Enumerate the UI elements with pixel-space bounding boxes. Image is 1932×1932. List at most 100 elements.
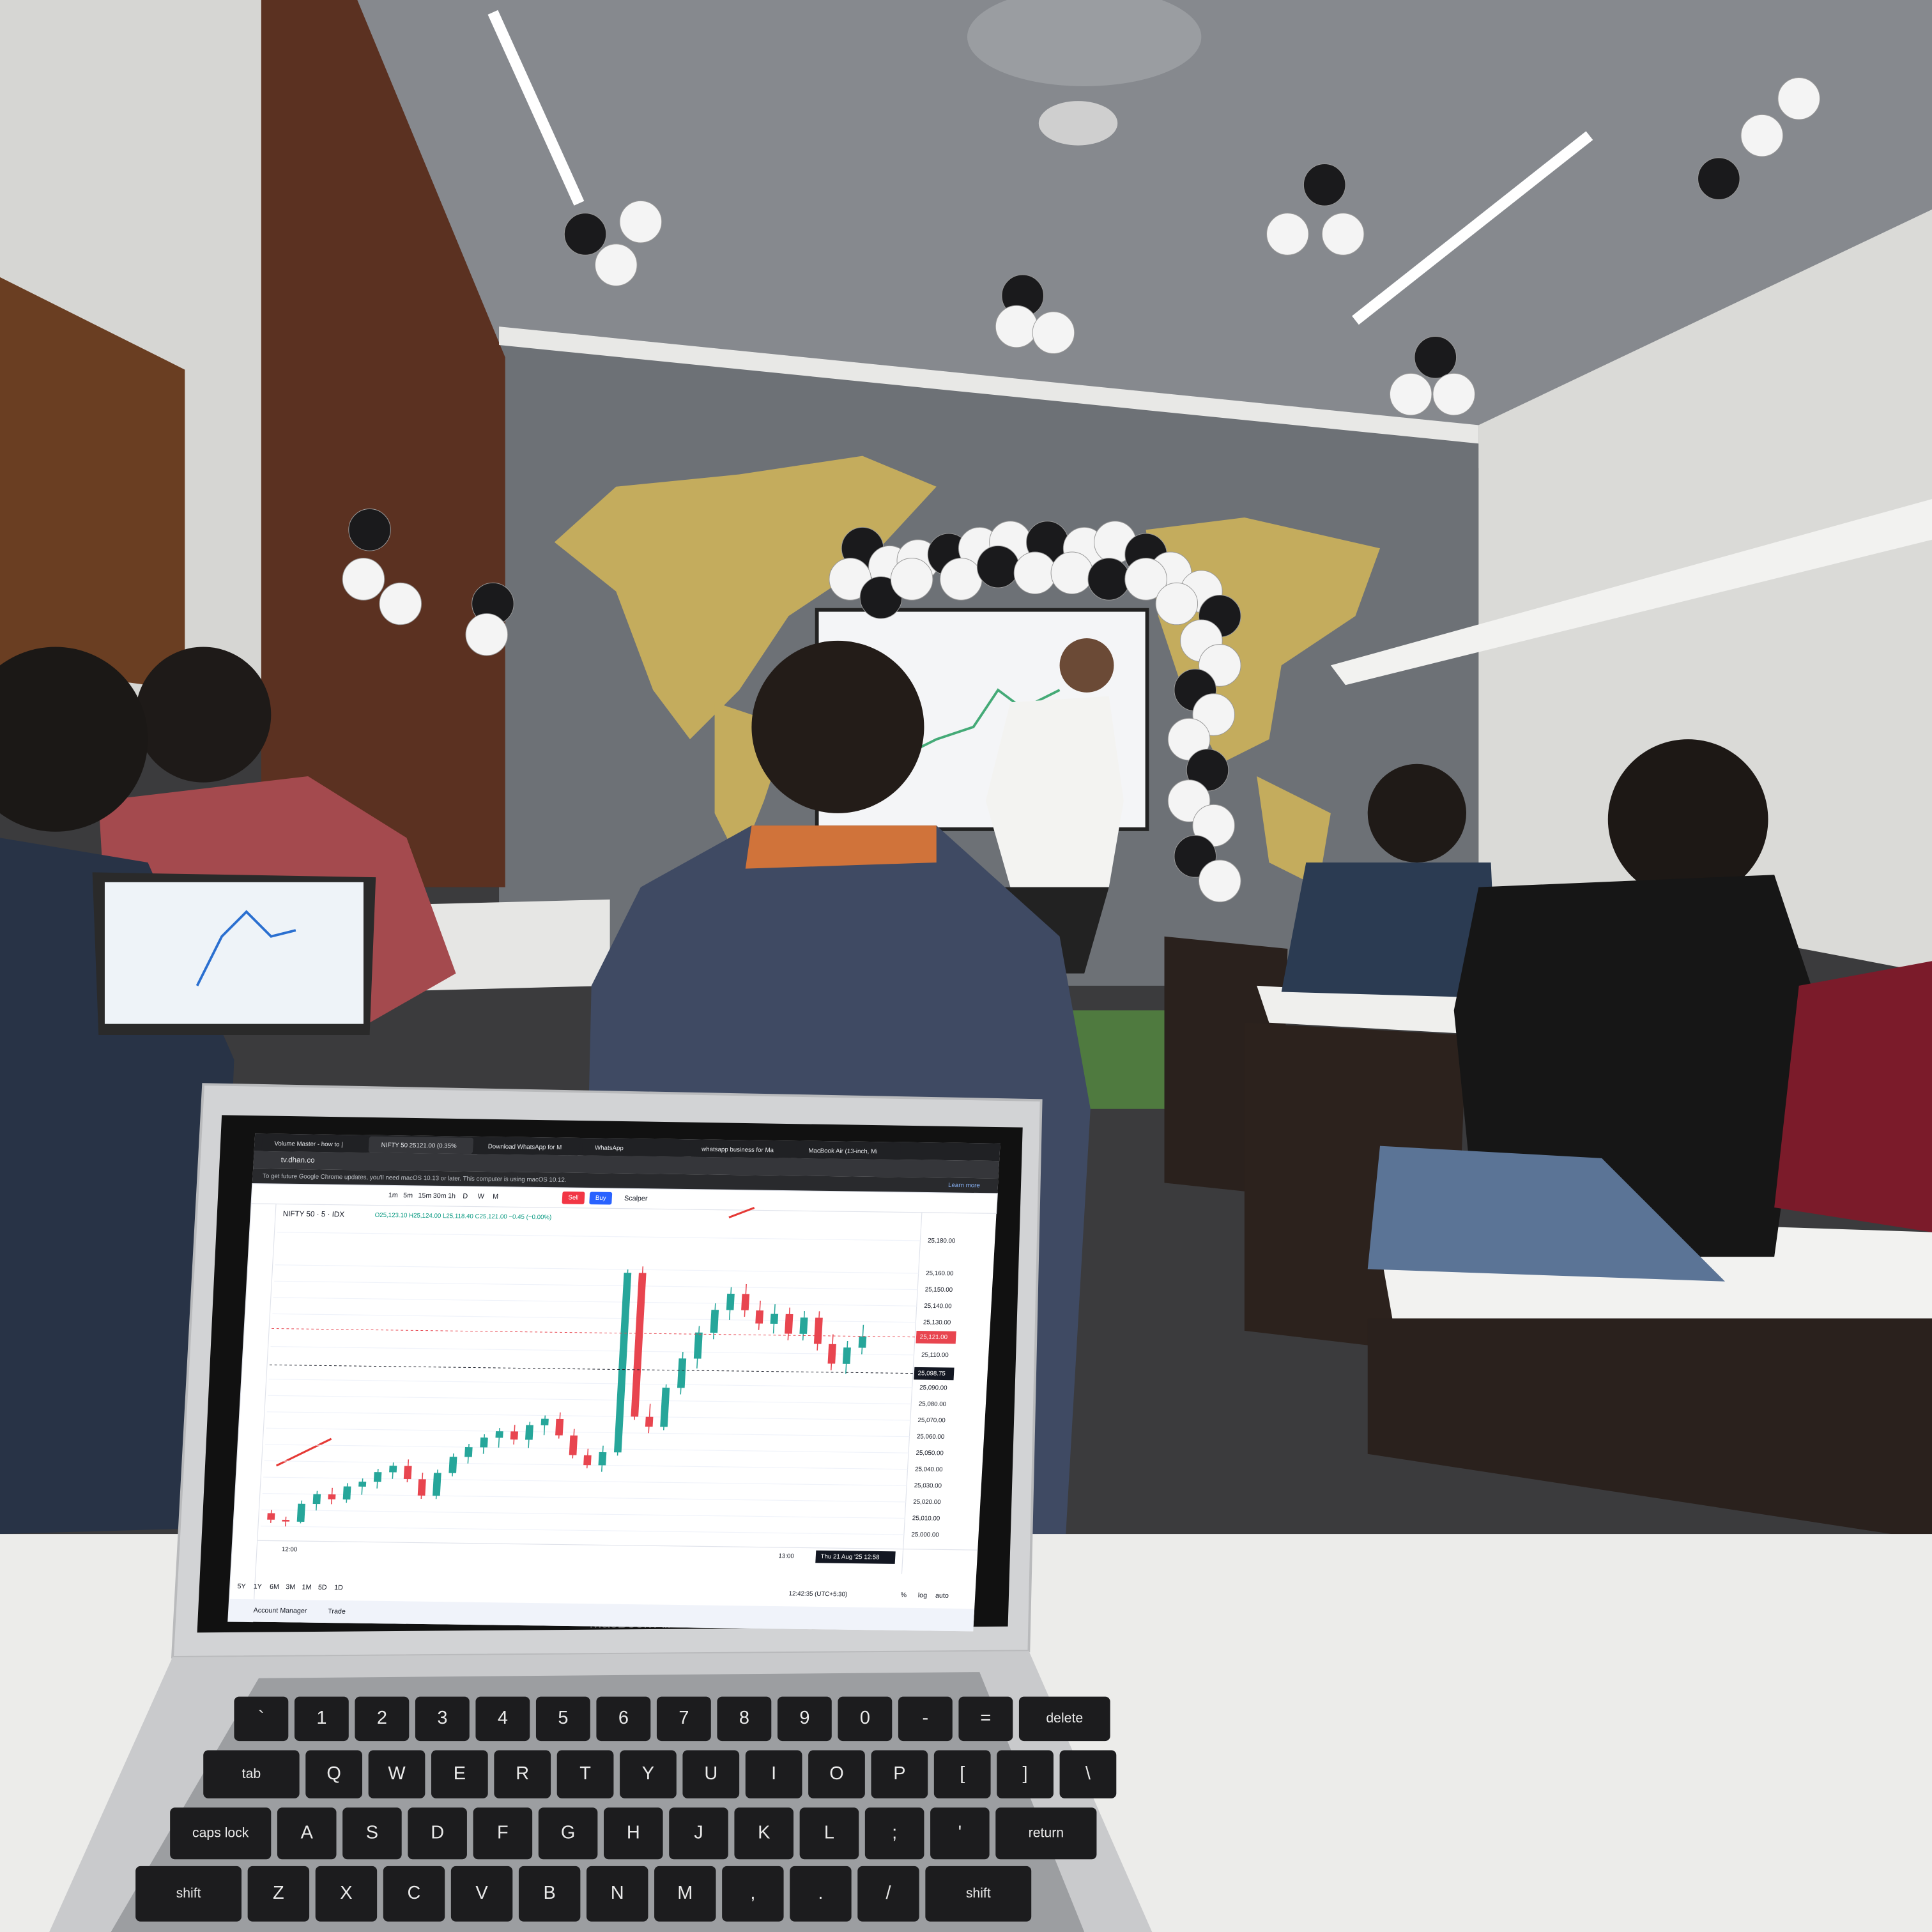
candle-body: [677, 1358, 687, 1388]
key: [1059, 1750, 1117, 1798]
candle-body: [389, 1466, 397, 1473]
tab-title[interactable]: whatsapp business for Ma: [701, 1146, 774, 1154]
interval-button[interactable]: 30m: [433, 1192, 447, 1200]
range-button[interactable]: 6M: [270, 1583, 280, 1591]
key: [383, 1866, 445, 1922]
interval-button[interactable]: 15m: [418, 1192, 432, 1200]
candle-body: [480, 1438, 488, 1448]
candle-body: [296, 1503, 305, 1522]
browser-tab[interactable]: [261, 1135, 367, 1153]
range-button[interactable]: 1Y: [253, 1583, 262, 1590]
footer-tab[interactable]: Account Manager: [253, 1607, 307, 1615]
range-button[interactable]: 1D: [334, 1584, 344, 1591]
grid-line: [275, 1264, 919, 1274]
key: [864, 1807, 924, 1860]
key: [838, 1696, 893, 1742]
grid-line: [268, 1395, 912, 1405]
key-label: 9: [799, 1708, 809, 1728]
key: [958, 1696, 1013, 1742]
key-label: `: [258, 1708, 264, 1728]
balloon: [1266, 213, 1309, 256]
price-axis: [901, 1212, 923, 1574]
key: [808, 1750, 865, 1798]
balloon: [1199, 859, 1241, 903]
balloon: [619, 200, 663, 243]
tab-title[interactable]: MacBook Air (13-inch, Mi: [808, 1147, 878, 1155]
scale-option[interactable]: auto: [935, 1592, 949, 1600]
candle-body: [495, 1431, 503, 1438]
key: [494, 1750, 551, 1798]
key: [717, 1696, 772, 1742]
interval-button[interactable]: D: [463, 1192, 468, 1200]
range-button[interactable]: 3M: [286, 1583, 296, 1591]
key-label: return: [1029, 1825, 1064, 1840]
browser-tab[interactable]: [368, 1136, 474, 1154]
key-label: D: [431, 1822, 444, 1843]
tab-title[interactable]: Download WhatsApp for M: [488, 1143, 562, 1151]
trade-button[interactable]: [562, 1191, 585, 1204]
interval-button[interactable]: W: [477, 1193, 485, 1200]
range-button[interactable]: 1M: [302, 1583, 312, 1591]
grid-line: [263, 1476, 907, 1486]
balloon: [1740, 114, 1784, 157]
scale-option[interactable]: %: [900, 1591, 907, 1599]
browser-tab[interactable]: [475, 1137, 581, 1156]
footer-tab[interactable]: Trade: [328, 1607, 346, 1615]
range-button[interactable]: 5D: [318, 1584, 328, 1591]
price-label: 25,050.00: [916, 1450, 944, 1457]
balloon: [1155, 582, 1199, 625]
scale-option[interactable]: log: [917, 1591, 927, 1599]
interval-button[interactable]: 5m: [403, 1192, 413, 1199]
banner-link[interactable]: Learn more: [948, 1182, 980, 1190]
tab-title[interactable]: WhatsApp: [595, 1145, 624, 1153]
key: [368, 1750, 425, 1798]
candle-body: [328, 1494, 336, 1499]
time-axis: [257, 1540, 978, 1551]
key-label: H: [627, 1822, 640, 1843]
key-label: Q: [326, 1763, 341, 1784]
door: [0, 277, 185, 690]
candle-body: [403, 1466, 412, 1480]
key-label: E: [454, 1763, 466, 1784]
trade-button[interactable]: [589, 1192, 613, 1205]
last-price-tag: [916, 1330, 956, 1344]
mode-selector[interactable]: Scalper: [624, 1195, 648, 1203]
trade-button-label[interactable]: Buy: [595, 1195, 606, 1202]
balloon: [1087, 558, 1130, 601]
browser-tab[interactable]: [795, 1142, 901, 1160]
student-head: [1367, 763, 1466, 862]
laptop-screen: tv.dhan.co To get future Google Chrome u…: [227, 1133, 1000, 1632]
trade-button-label[interactable]: Sell: [568, 1194, 579, 1201]
tube-light: [1352, 131, 1593, 325]
key: [518, 1866, 581, 1922]
price-label: 25,160.00: [926, 1270, 954, 1278]
key: [431, 1750, 488, 1798]
price-label: 25,090.00: [919, 1384, 947, 1392]
candle-body: [785, 1314, 793, 1334]
browser-tab[interactable]: [582, 1139, 687, 1157]
interval-button[interactable]: M: [493, 1193, 499, 1200]
candle-body: [583, 1455, 592, 1466]
drawing-toolbar: [227, 1203, 277, 1623]
key: [342, 1807, 402, 1860]
last-price-label: 25,121.00: [920, 1333, 948, 1341]
student-head: [0, 647, 148, 832]
range-button[interactable]: 5Y: [237, 1583, 246, 1590]
tab-title[interactable]: Volume Master - how to |: [274, 1140, 343, 1148]
key: [604, 1807, 663, 1860]
key: [535, 1696, 590, 1742]
interval-button[interactable]: 1m: [388, 1192, 399, 1199]
tab-title[interactable]: NIFTY 50 25121.00 (0.35%: [381, 1142, 457, 1150]
key-label: [: [960, 1763, 965, 1784]
key-label: 6: [618, 1708, 629, 1728]
interval-button[interactable]: 1h: [448, 1192, 456, 1200]
key: [556, 1750, 614, 1798]
browser-tab[interactable]: [689, 1140, 794, 1158]
candle-body: [373, 1472, 382, 1482]
grid-line: [268, 1379, 912, 1388]
candle-body: [282, 1519, 290, 1522]
key-label: 7: [678, 1708, 689, 1728]
price-label: 25,010.00: [912, 1515, 940, 1522]
key-label: L: [824, 1822, 834, 1843]
balloon: [465, 613, 509, 656]
